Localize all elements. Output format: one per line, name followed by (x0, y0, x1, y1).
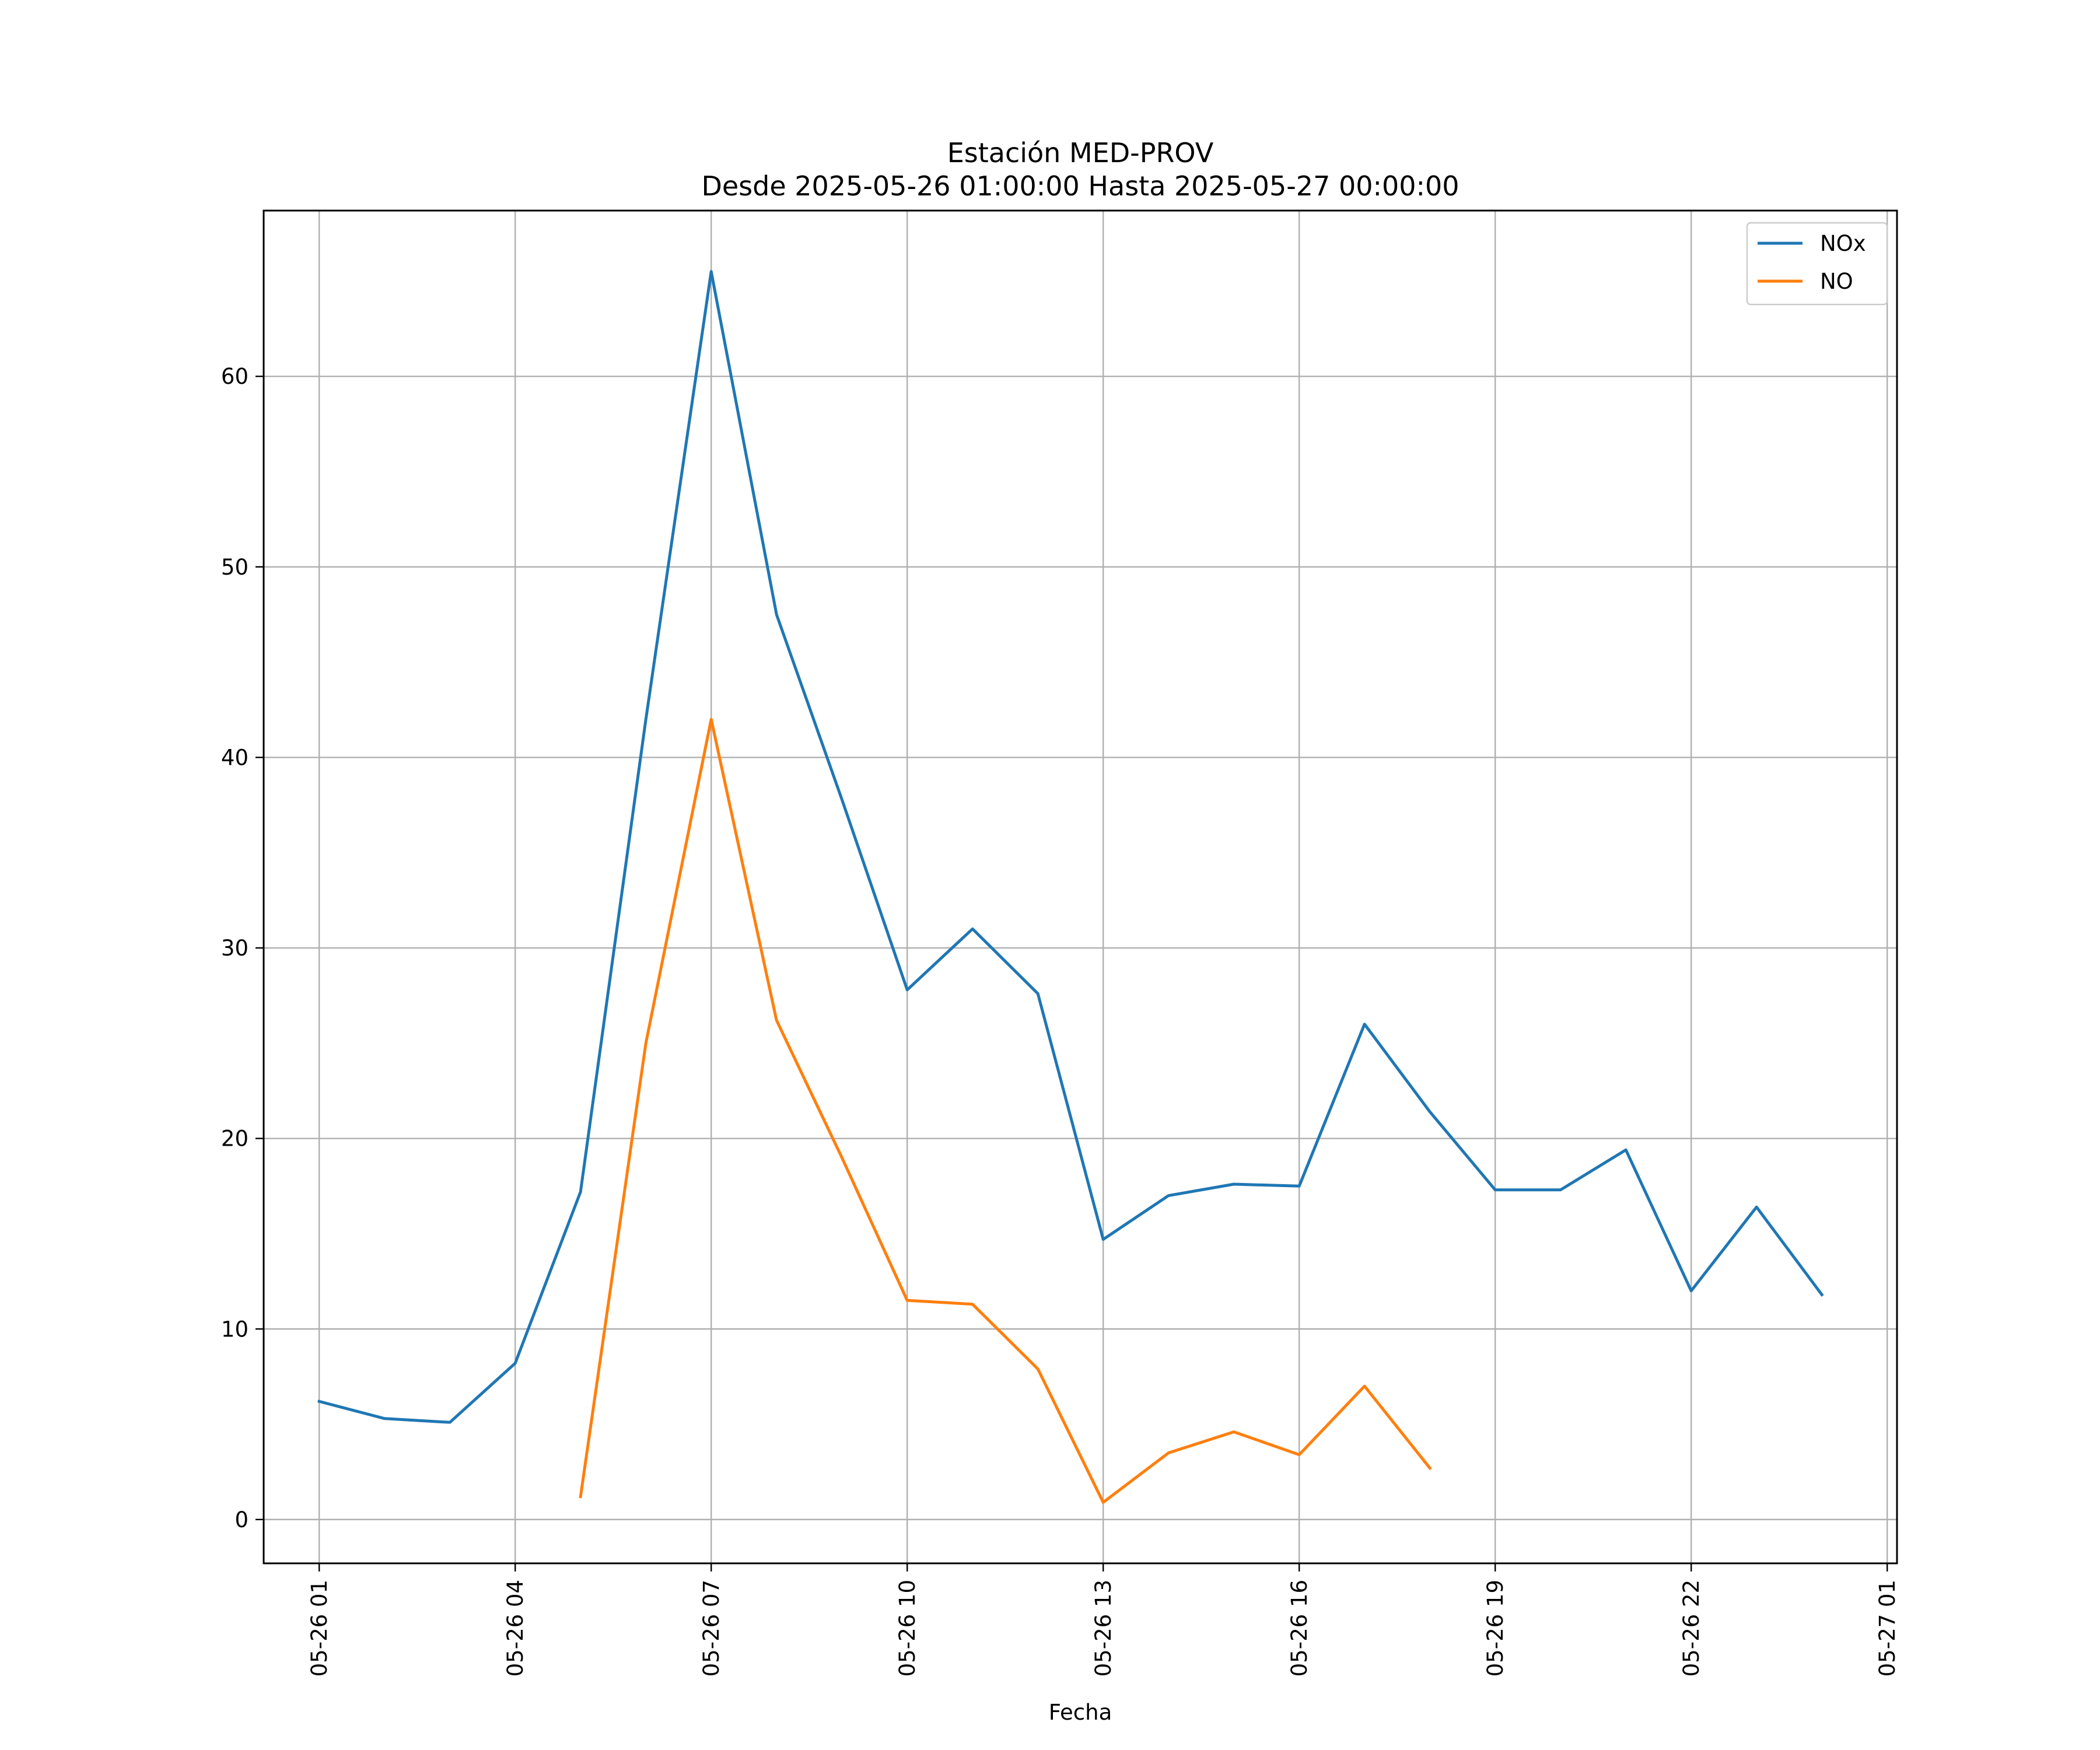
x-tick-label: 05-27 01 (1875, 1580, 1900, 1676)
chart-subtitle: Desde 2025-05-26 01:00:00 Hasta 2025-05-… (701, 170, 1459, 202)
y-tick-label: 10 (221, 1317, 249, 1342)
x-tick-label: 05-26 22 (1679, 1580, 1704, 1676)
grid-lines (264, 211, 1897, 1563)
y-tick-label: 30 (221, 936, 249, 961)
y-tick-label: 0 (235, 1507, 249, 1532)
y-tick-label: 20 (221, 1126, 249, 1152)
y-tick-label: 60 (221, 364, 249, 389)
legend: NOx NO (1746, 222, 1888, 306)
x-axis-label: Fecha (1049, 1700, 1112, 1725)
plot-series (317, 270, 1824, 1504)
y-axis-ticks: 0 10 20 30 40 50 60 (221, 364, 264, 1532)
x-tick-label: 05-26 10 (895, 1580, 920, 1676)
series-line-no (579, 718, 1432, 1504)
x-tick-label: 05-26 16 (1287, 1580, 1312, 1676)
x-tick-label: 05-26 01 (307, 1580, 332, 1676)
series-line-nox (317, 270, 1824, 1424)
x-tick-label: 05-26 19 (1483, 1580, 1508, 1676)
legend-label-no: NO (1820, 269, 1853, 294)
y-tick-label: 40 (221, 745, 249, 770)
legend-label-nox: NOx (1820, 231, 1866, 256)
x-axis-ticks: 05-26 01 05-26 04 05-26 07 05-26 10 05-26 13… (307, 1563, 1900, 1676)
legend-box (1746, 222, 1888, 306)
x-tick-label: 05-26 13 (1091, 1580, 1116, 1676)
plot-frame (262, 209, 1898, 1564)
chart-title: Estación MED-PROV (947, 137, 1214, 169)
y-tick-label: 50 (221, 555, 249, 580)
x-tick-label: 05-26 04 (503, 1580, 528, 1676)
x-tick-label: 05-26 07 (699, 1580, 724, 1676)
